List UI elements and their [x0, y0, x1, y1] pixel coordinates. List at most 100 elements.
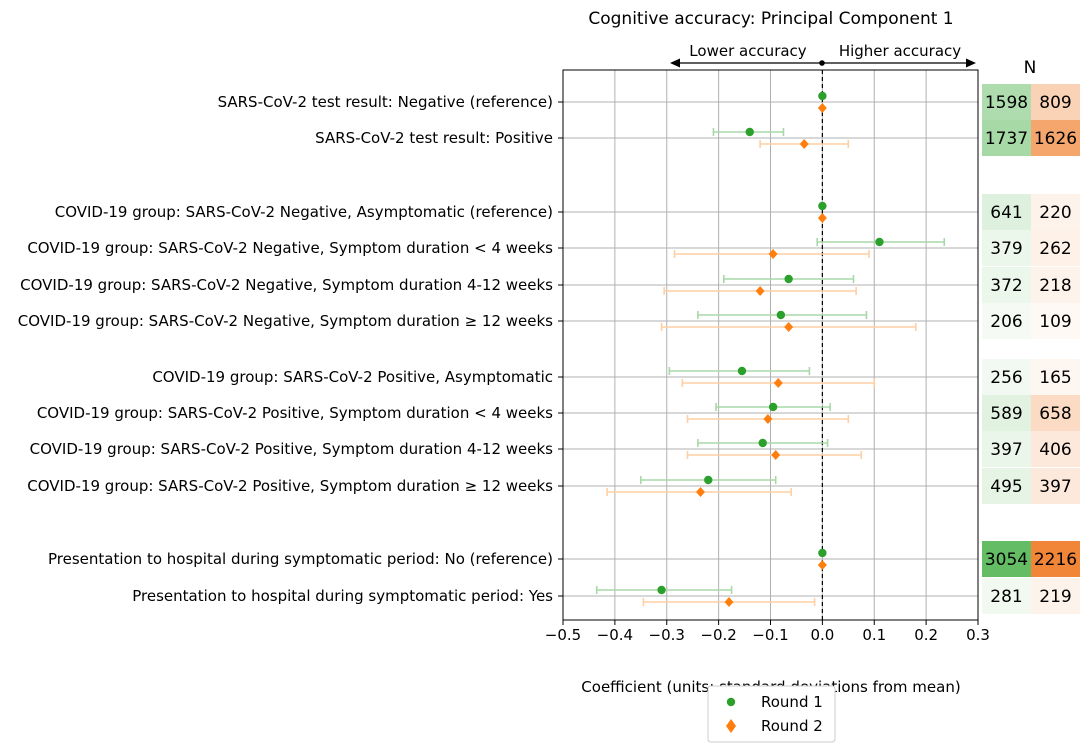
round2-point [755, 286, 765, 296]
n-header: N [1024, 58, 1037, 78]
n-round1-value: 589 [990, 404, 1022, 424]
n-round1-cell [982, 359, 1031, 395]
chart-title: Cognitive accuracy: Principal Component … [588, 9, 953, 29]
round1-point [704, 475, 713, 485]
x-tick-label: −0.2 [700, 626, 736, 644]
n-round1-cell [982, 230, 1031, 266]
n-round1-value: 397 [990, 440, 1022, 460]
round1-point [818, 201, 827, 211]
round1-point [776, 310, 786, 320]
n-round1-value: 641 [990, 203, 1022, 223]
row-label: COVID-19 group: SARS-CoV-2 Positive, Sym… [27, 477, 553, 495]
n-round2-cell [1031, 84, 1080, 120]
legend-round1-marker [726, 697, 736, 707]
lower-accuracy-label: Lower accuracy [689, 42, 807, 60]
row-label: SARS-CoV-2 test result: Negative (refere… [218, 93, 553, 111]
row-label: COVID-19 group: SARS-CoV-2 Negative, Sym… [20, 276, 553, 294]
row-label: COVID-19 group: SARS-CoV-2 Negative, Sym… [18, 312, 553, 330]
n-round2-value: 2216 [1034, 550, 1077, 570]
n-round2-value: 1626 [1034, 129, 1077, 149]
row-label: Presentation to hospital during symptoma… [48, 550, 553, 568]
n-round2-value: 809 [1039, 93, 1071, 113]
n-round1-cell [982, 395, 1031, 431]
n-round1-value: 3054 [985, 550, 1028, 570]
n-round1-cell [982, 84, 1031, 120]
round2-point [768, 249, 778, 259]
round2-point [724, 597, 734, 607]
n-round1-cell [982, 468, 1031, 504]
n-round1-value: 372 [990, 276, 1022, 296]
row-label: COVID-19 group: SARS-CoV-2 Positive, Asy… [152, 368, 553, 386]
x-tick-label: −0.3 [649, 626, 685, 644]
legend-round2-marker [726, 719, 736, 733]
round2-point [773, 378, 783, 388]
x-tick-label: −0.4 [597, 626, 633, 644]
n-round1-cell [982, 303, 1031, 339]
round1-point [875, 237, 884, 247]
x-tick-label: 0.2 [914, 626, 938, 644]
n-round1-cell [982, 120, 1031, 156]
legend-box [707, 685, 836, 743]
plot-area: −0.5 −0.4 −0.3 −0.2 −0.1 0.0 0.1 0.2 0.3 SARS-CoV… [18, 69, 1080, 644]
round2-point [784, 322, 794, 332]
round2-point [799, 139, 809, 149]
n-round2-cell [1031, 303, 1080, 339]
n-round2-value: 658 [1039, 404, 1071, 424]
n-round2-cell [1031, 395, 1080, 431]
n-round1-cell [982, 194, 1031, 230]
n-round2-value: 220 [1039, 203, 1071, 223]
n-round2-value: 219 [1039, 587, 1071, 607]
row-label: COVID-19 group: SARS-CoV-2 Negative, Asy… [55, 203, 553, 221]
n-round2-value: 165 [1039, 368, 1071, 388]
n-round1-cell [982, 267, 1031, 303]
round2-point [817, 560, 827, 570]
n-round2-cell [1031, 359, 1080, 395]
x-tick-label: 0.0 [810, 626, 834, 644]
round1-point [818, 91, 827, 101]
n-round1-cell [982, 431, 1031, 467]
round2-point [763, 414, 773, 424]
round1-point [758, 438, 767, 448]
row-label: Presentation to hospital during symptoma… [132, 587, 553, 605]
n-round1-value: 281 [990, 587, 1022, 607]
n-round2-value: 109 [1039, 312, 1071, 332]
n-round2-value: 406 [1039, 440, 1071, 460]
n-round1-value: 1598 [985, 93, 1028, 113]
n-round1-value: 256 [990, 368, 1022, 388]
legend: Round 1 Round 2 [707, 685, 836, 743]
n-round1-value: 206 [990, 312, 1022, 332]
round2-point [817, 213, 827, 223]
n-round1-value: 379 [990, 239, 1022, 259]
n-round1-cell [982, 541, 1031, 577]
higher-accuracy-label: Higher accuracy [839, 42, 961, 60]
n-round1-value: 1737 [985, 129, 1028, 149]
round2-point [817, 103, 827, 113]
higher-accuracy-arrowhead [966, 58, 976, 68]
round2-point [695, 487, 705, 497]
x-tick-label: −0.5 [545, 626, 581, 644]
n-round2-cell [1031, 578, 1080, 614]
row-label: SARS-CoV-2 test result: Positive [315, 129, 553, 147]
x-tick-label: −0.1 [752, 626, 788, 644]
n-round1-cell [982, 578, 1031, 614]
row-label: COVID-19 group: SARS-CoV-2 Positive, Sym… [30, 440, 554, 458]
round1-point [657, 585, 666, 595]
n-round2-cell [1031, 431, 1080, 467]
n-round2-cell [1031, 541, 1080, 577]
direction-annotation: Lower accuracy Higher accuracy [670, 42, 976, 68]
n-round2-cell [1031, 194, 1080, 230]
row-label: COVID-19 group: SARS-CoV-2 Negative, Sym… [27, 239, 553, 257]
round1-point [768, 402, 778, 412]
row-label: COVID-19 group: SARS-CoV-2 Positive, Sym… [37, 404, 553, 422]
legend-round2-label: Round 2 [761, 717, 823, 735]
n-round2-value: 218 [1039, 276, 1071, 296]
n-round2-value: 397 [1039, 477, 1071, 497]
round1-point [818, 548, 827, 558]
legend-round1-label: Round 1 [761, 693, 823, 711]
lower-accuracy-arrowhead [670, 58, 680, 68]
n-round2-value: 262 [1039, 239, 1071, 259]
arrow-origin-dot [819, 60, 825, 66]
n-round2-cell [1031, 120, 1080, 156]
n-round1-value: 495 [990, 477, 1022, 497]
